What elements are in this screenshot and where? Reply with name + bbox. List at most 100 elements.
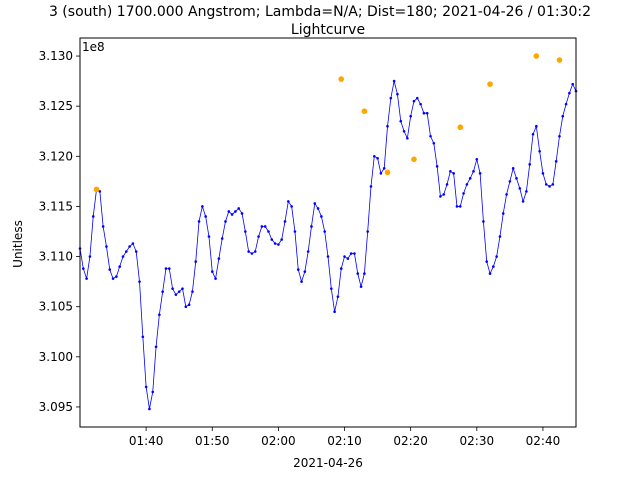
- peak-marker: [361, 108, 368, 114]
- data-point: [207, 235, 211, 238]
- data-point: [303, 270, 307, 273]
- data-point: [148, 407, 151, 411]
- data-point: [409, 114, 412, 118]
- data-point: [478, 172, 482, 175]
- data-point: [468, 177, 472, 180]
- data-point: [366, 230, 369, 233]
- data-point: [422, 111, 426, 115]
- data-point: [429, 134, 432, 138]
- data-point: [306, 250, 310, 253]
- data-point: [498, 235, 502, 238]
- data-point: [280, 238, 284, 241]
- peak-marker: [93, 186, 100, 193]
- data-point: [333, 310, 336, 314]
- data-point: [518, 187, 522, 190]
- data-point: [402, 129, 406, 133]
- data-point: [432, 141, 436, 145]
- peak-marker: [384, 169, 391, 176]
- data-point: [531, 132, 535, 136]
- data-point: [273, 242, 277, 245]
- data-point: [187, 303, 191, 306]
- data-point: [492, 265, 495, 268]
- y-tick-label: 3.095: [39, 400, 73, 414]
- y-tick-label: 3.115: [39, 199, 73, 213]
- axes-frame: [79, 37, 577, 428]
- y-tick-label: 3.105: [39, 300, 73, 314]
- chart-subtitle: Lightcurve: [291, 22, 365, 38]
- data-point: [210, 270, 214, 273]
- data-point: [521, 200, 525, 203]
- data-point: [472, 170, 475, 173]
- data-point: [230, 213, 234, 216]
- peak-marker: [411, 156, 417, 163]
- data-point: [442, 193, 446, 196]
- data-point: [250, 252, 254, 255]
- data-point: [220, 237, 224, 240]
- data-point: [217, 257, 221, 260]
- data-point: [396, 92, 399, 96]
- data-point: [363, 272, 366, 275]
- data-point: [449, 170, 452, 173]
- data-point: [290, 205, 293, 208]
- data-point: [277, 243, 280, 246]
- data-point: [253, 250, 257, 253]
- data-point: [535, 124, 538, 128]
- data-point: [386, 124, 389, 128]
- data-point: [346, 257, 350, 260]
- y-tick-label: 3.120: [39, 149, 73, 163]
- data-point: [343, 255, 346, 258]
- data-point: [227, 210, 231, 213]
- data-point: [234, 210, 237, 213]
- data-point: [495, 255, 498, 258]
- data-point: [154, 345, 158, 349]
- data-point: [118, 265, 121, 268]
- data-point: [515, 177, 518, 180]
- data-point: [293, 230, 297, 233]
- data-point: [339, 267, 343, 270]
- data-point: [201, 205, 204, 208]
- data-point: [359, 285, 363, 288]
- plot-area: [78, 37, 578, 428]
- data-point: [263, 225, 267, 228]
- data-point: [452, 172, 455, 175]
- x-tick-label: 02:40: [526, 434, 561, 448]
- data-point: [197, 220, 201, 223]
- data-point: [124, 250, 128, 253]
- data-point: [296, 268, 300, 271]
- data-point: [465, 183, 469, 186]
- series-layer: [78, 79, 578, 411]
- data-point: [181, 287, 184, 290]
- data-point: [336, 295, 340, 298]
- data-point: [270, 238, 274, 241]
- data-point: [353, 252, 356, 255]
- x-tick-label: 02:00: [261, 434, 296, 448]
- data-point: [313, 202, 317, 205]
- data-point: [111, 277, 115, 280]
- data-point: [91, 215, 95, 218]
- data-point: [508, 180, 512, 183]
- data-point: [247, 250, 250, 253]
- data-point: [505, 193, 508, 196]
- x-tick-label: 02:10: [327, 434, 362, 448]
- chart-title: 3 (south) 1700.000 Angstrom; Lambda=N/A;…: [49, 4, 591, 20]
- data-point: [134, 250, 138, 253]
- data-point: [300, 280, 303, 283]
- data-point: [330, 287, 333, 290]
- data-point: [511, 167, 515, 170]
- data-point: [257, 235, 260, 238]
- peak-marker: [338, 76, 345, 82]
- data-point: [131, 242, 135, 245]
- data-point: [541, 172, 545, 175]
- data-point: [121, 255, 125, 258]
- data-point: [551, 183, 555, 186]
- peak-marker: [533, 53, 540, 59]
- x-tick-label: 01:50: [195, 434, 230, 448]
- data-point: [462, 192, 465, 195]
- data-point: [399, 119, 403, 123]
- data-point: [323, 230, 326, 233]
- data-point: [167, 267, 171, 270]
- data-point: [320, 215, 323, 218]
- data-point: [260, 225, 264, 228]
- data-point: [82, 267, 85, 270]
